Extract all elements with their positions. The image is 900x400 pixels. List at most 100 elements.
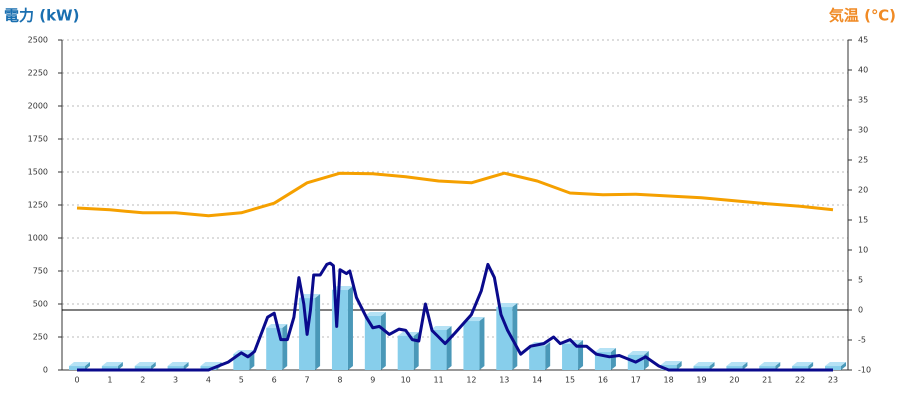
x-tick-label: 18 bbox=[664, 376, 674, 385]
y2-tick-label: -5 bbox=[858, 336, 866, 345]
bar bbox=[660, 360, 682, 370]
y-tick-label: 1000 bbox=[28, 234, 48, 243]
bar-front bbox=[364, 316, 381, 370]
x-tick-label: 9 bbox=[370, 376, 375, 385]
y2-tick-label: 40 bbox=[858, 66, 868, 75]
y2-tick-label: 0 bbox=[858, 306, 863, 315]
y-tick-label: 1250 bbox=[28, 201, 48, 210]
bar bbox=[463, 317, 485, 370]
bar bbox=[562, 339, 584, 370]
y-tick-label: 1500 bbox=[28, 168, 48, 177]
line bbox=[76, 171, 834, 218]
y2-tick-label: 10 bbox=[858, 246, 868, 255]
y-tick-label: 1750 bbox=[28, 135, 48, 144]
bar-side bbox=[347, 286, 353, 370]
bar-front bbox=[167, 366, 184, 370]
x-tick-label: 5 bbox=[239, 376, 244, 385]
bar-side bbox=[709, 362, 715, 370]
y2-tick-label: 45 bbox=[858, 36, 868, 45]
x-tick-label: 2 bbox=[140, 376, 145, 385]
bar-side bbox=[117, 362, 123, 370]
bar-top bbox=[496, 303, 518, 308]
x-tick-label: 14 bbox=[532, 376, 542, 385]
bar bbox=[496, 303, 518, 370]
bar-front bbox=[463, 321, 480, 370]
bar-side bbox=[545, 341, 551, 370]
y-tick-label: 250 bbox=[33, 333, 48, 342]
bar-side bbox=[512, 303, 518, 370]
x-tick-label: 6 bbox=[272, 376, 277, 385]
bar-side bbox=[676, 360, 682, 370]
bar-front bbox=[529, 345, 546, 370]
bar-front bbox=[69, 366, 85, 370]
bar-front bbox=[200, 366, 217, 370]
y2-tick-label: 35 bbox=[858, 96, 868, 105]
bar-side bbox=[578, 339, 584, 370]
bar-side bbox=[282, 324, 288, 370]
x-tick-label: 23 bbox=[828, 376, 838, 385]
x-tick-label: 20 bbox=[729, 376, 739, 385]
y-tick-label: 2250 bbox=[28, 69, 48, 78]
bar-side bbox=[85, 362, 90, 370]
y2-tick-label: 30 bbox=[858, 126, 868, 135]
y2-axis-title: 気温 (℃) bbox=[829, 7, 896, 25]
y-tick-label: 500 bbox=[33, 300, 48, 309]
x-tick-label: 11 bbox=[433, 376, 443, 385]
x-tick-label: 21 bbox=[762, 376, 772, 385]
bar-side bbox=[610, 348, 616, 370]
bar-front bbox=[825, 366, 841, 370]
bar-top bbox=[792, 362, 814, 367]
bar-top bbox=[594, 348, 616, 353]
y-tick-label: 2500 bbox=[28, 36, 48, 45]
y2-tick-label: -10 bbox=[858, 366, 871, 375]
x-tick-label: 4 bbox=[206, 376, 211, 385]
bar-side bbox=[841, 362, 846, 370]
x-tick-label: 10 bbox=[401, 376, 411, 385]
y-tick-label: 0 bbox=[43, 366, 48, 375]
bar-top bbox=[627, 350, 649, 355]
bar-side bbox=[775, 362, 781, 370]
x-tick-label: 0 bbox=[74, 376, 79, 385]
x-tick-label: 16 bbox=[598, 376, 608, 385]
bar-top bbox=[200, 362, 222, 367]
bar bbox=[693, 362, 715, 370]
x-tick-label: 17 bbox=[631, 376, 641, 385]
bar-side bbox=[479, 317, 485, 370]
bar-top bbox=[660, 360, 682, 365]
bar-top bbox=[430, 326, 452, 331]
bar bbox=[792, 362, 814, 370]
bar-side bbox=[150, 362, 156, 370]
bar bbox=[134, 362, 156, 370]
bar-top bbox=[69, 362, 90, 367]
x-tick-label: 1 bbox=[107, 376, 112, 385]
bar-top bbox=[825, 362, 846, 367]
bar-front bbox=[759, 366, 776, 370]
bar-front bbox=[397, 335, 414, 370]
bar bbox=[726, 362, 748, 370]
bar-side bbox=[315, 294, 321, 370]
x-tick-label: 13 bbox=[499, 376, 509, 385]
bar-top bbox=[134, 362, 156, 367]
y2-tick-label: 15 bbox=[858, 216, 868, 225]
bar-top bbox=[101, 362, 123, 367]
bar bbox=[364, 312, 386, 370]
y2-tick-label: 5 bbox=[858, 276, 863, 285]
y2-tick-label: 25 bbox=[858, 156, 868, 165]
x-tick-label: 12 bbox=[466, 376, 476, 385]
bar bbox=[266, 324, 288, 370]
bar-top bbox=[759, 362, 781, 367]
bar-front bbox=[693, 366, 710, 370]
bar bbox=[101, 362, 123, 370]
bar-front bbox=[496, 307, 513, 370]
bar bbox=[594, 348, 616, 370]
y-tick-label: 750 bbox=[33, 267, 48, 276]
bar-front bbox=[266, 328, 283, 370]
x-tick-label: 19 bbox=[696, 376, 706, 385]
x-tick-label: 8 bbox=[337, 376, 342, 385]
bar bbox=[825, 362, 846, 370]
x-tick-label: 22 bbox=[795, 376, 805, 385]
bar bbox=[397, 331, 419, 370]
bar bbox=[759, 362, 781, 370]
y-axis-title: 電力 (kW) bbox=[4, 7, 79, 25]
